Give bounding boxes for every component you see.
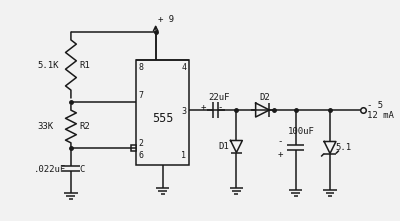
Bar: [136, 60, 189, 165]
Text: 7: 7: [139, 91, 144, 99]
Text: 8: 8: [139, 63, 144, 72]
Text: +: +: [278, 150, 283, 159]
Text: 3: 3: [181, 107, 186, 116]
Text: 33K: 33K: [38, 122, 54, 131]
Text: -: -: [278, 137, 283, 146]
Text: 555: 555: [152, 112, 173, 125]
Text: D1: D1: [219, 142, 230, 151]
Text: -: -: [218, 103, 223, 112]
Text: R1: R1: [80, 61, 90, 69]
Text: 6: 6: [139, 151, 144, 160]
Text: 100uF: 100uF: [288, 127, 314, 136]
Text: 12 mA: 12 mA: [368, 112, 394, 120]
Text: 2: 2: [139, 139, 144, 147]
Bar: [131, 145, 136, 151]
Text: +: +: [201, 103, 206, 112]
Text: D2: D2: [260, 93, 270, 103]
Text: 4: 4: [181, 63, 186, 72]
Text: 1: 1: [181, 151, 186, 160]
Text: + 9: + 9: [158, 15, 174, 23]
Text: C: C: [80, 166, 85, 175]
Text: 5.1K: 5.1K: [38, 61, 59, 69]
Text: - 5: - 5: [368, 101, 384, 109]
Text: 22uF: 22uF: [208, 93, 229, 103]
Text: .022uF: .022uF: [34, 166, 66, 175]
Text: 5.1: 5.1: [335, 143, 351, 152]
Text: R2: R2: [80, 122, 90, 131]
